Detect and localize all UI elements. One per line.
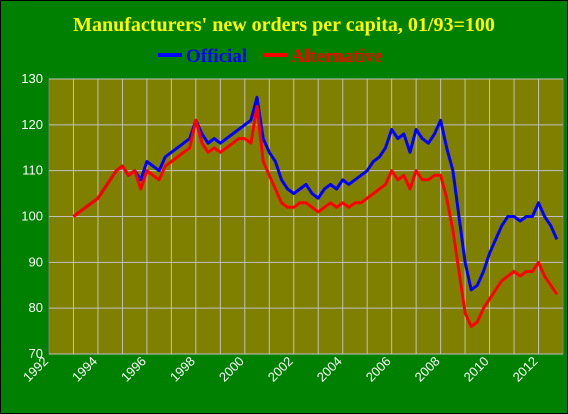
x-tick-label: 2012	[510, 354, 541, 385]
x-tick-label: 2008	[412, 354, 443, 385]
x-tick-label: 2002	[265, 354, 296, 385]
y-tick-label: 70	[29, 346, 43, 361]
legend-item-official: Official	[158, 46, 247, 67]
x-tick-label: 1992	[20, 354, 51, 385]
x-tick-label: 2010	[461, 354, 492, 385]
y-tick-label: 110	[22, 163, 43, 178]
series-line-alternative	[72, 105, 559, 328]
x-tick-label: 2004	[314, 354, 345, 385]
x-tick-label: 1998	[167, 354, 198, 385]
legend-label-official: Official	[186, 46, 247, 67]
grid	[49, 78, 563, 355]
y-tick-label: 100	[21, 209, 43, 224]
y-tick-label: 90	[29, 254, 43, 269]
x-tick-label: 1994	[69, 354, 100, 385]
x-tick-label: 2006	[363, 354, 394, 385]
legend-label-alternative: Alternative	[291, 46, 383, 67]
x-tick-label: 2000	[216, 354, 247, 385]
series-layer	[72, 95, 559, 328]
series-line-official	[72, 95, 559, 292]
legend-item-alternative: Alternative	[263, 46, 383, 67]
y-tick-label: 80	[29, 300, 43, 315]
y-tick-label: 120	[21, 117, 43, 132]
chart-title: Manufacturers' new orders per capita, 01…	[73, 14, 495, 36]
legend: Official Alternative	[158, 46, 383, 67]
x-tick-label: 1996	[118, 354, 149, 385]
y-tick-label: 130	[21, 71, 43, 86]
